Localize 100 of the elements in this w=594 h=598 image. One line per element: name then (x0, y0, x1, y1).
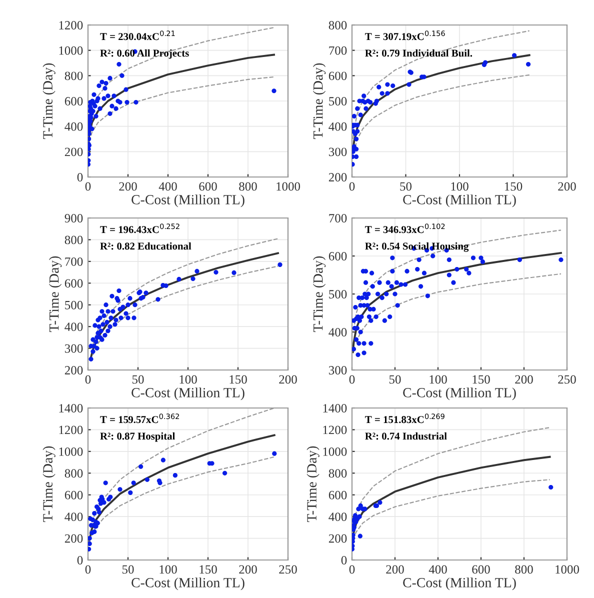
y-tick-label: 400 (328, 122, 347, 131)
annotation: R²: 0.79 Individual Buil. (365, 49, 472, 57)
annotation: T = 196.43xC$^{0.252}$ (100, 224, 180, 234)
y-tick-label: 200 (64, 534, 83, 543)
y-tick-label: 500 (329, 97, 347, 106)
annotation: T = 307.19xC$^{0.156}$ (365, 30, 445, 40)
x-tick-label: 250 (279, 565, 297, 574)
y-tick-label: 200 (328, 534, 347, 543)
y-tick-label: 500 (65, 300, 83, 310)
x-tick-label: 200 (279, 375, 297, 384)
y-tick-label: 300 (328, 366, 347, 374)
x-tick-label: 100 (180, 375, 197, 384)
x-tick-label: 800 (515, 565, 533, 574)
annotation: R²: 0.54 Social Housing (365, 242, 469, 252)
y-tick-label: 1000 (59, 447, 83, 456)
x-tick-label: 0 (85, 565, 91, 574)
y-tick-label: 800 (64, 72, 83, 80)
x-tick-label: 200 (119, 182, 137, 191)
x-tick-label: 150 (472, 375, 490, 384)
y-tick-label: 900 (64, 214, 83, 222)
x-tick-label: 50 (389, 375, 401, 384)
annotation: T = 346.93xC$^{0.102}$ (365, 224, 445, 234)
x-tick-label: 150 (504, 182, 522, 191)
y-tick-label: 1000 (59, 46, 83, 55)
y-tick-label: 0 (77, 173, 83, 182)
y-tick-label: 1000 (323, 447, 347, 456)
x-tick-label: 100 (160, 565, 177, 574)
x-tick-label: 400 (428, 565, 447, 574)
y-tick-label: 700 (329, 46, 347, 55)
y-tick-label: 300 (64, 344, 83, 353)
y-tick-label: 600 (328, 72, 347, 80)
y-tick-label: 400 (64, 322, 83, 332)
x-tick-label: 200 (558, 182, 576, 191)
y-tick-label: 200 (328, 173, 347, 182)
y-tick-label: 200 (64, 148, 83, 156)
y-tick-label: 800 (64, 469, 83, 478)
y-tick-label: 300 (328, 148, 347, 156)
annotation: R²: 0.82 Educational (100, 242, 192, 250)
y-tick-label: 700 (65, 257, 83, 266)
x-tick-label: 50 (132, 375, 144, 384)
y-tick-label: 600 (328, 252, 347, 260)
x-tick-label: 150 (230, 375, 247, 384)
y-tick-label: 600 (64, 279, 83, 288)
y-tick-label: 400 (64, 122, 83, 131)
x-axis-title: C-Cost (Million TL) (132, 388, 244, 400)
y-tick-label: 400 (64, 512, 83, 522)
x-tick-label: 1000 (556, 565, 580, 574)
y-tick-label: 200 (64, 366, 83, 374)
y-tick-label: 800 (64, 236, 83, 244)
x-axis-title: C-Cost (Million TL) (403, 194, 516, 208)
y-tick-label: 1200 (323, 426, 347, 434)
x-tick-label: 800 (239, 182, 257, 191)
annotation: R²: 0.74 Industrial (365, 432, 447, 440)
y-axis-title: T-Time (Day) (42, 63, 56, 140)
annotation: T = 230.04xC$^{0.21}$ (100, 30, 175, 40)
y-tick-label: 0 (77, 556, 83, 564)
x-tick-label: 200 (386, 565, 404, 574)
x-tick-label: 1000 (276, 182, 300, 191)
y-tick-label: 800 (328, 469, 347, 478)
annotation: R²: 0.87 Hospital (100, 432, 175, 442)
y-axis-title: T-Time (Day) (312, 256, 326, 332)
y-tick-label: 700 (329, 214, 347, 222)
x-tick-label: 0 (85, 375, 91, 384)
x-tick-label: 400 (158, 182, 177, 191)
x-tick-label: 100 (430, 375, 447, 384)
x-tick-label: 100 (451, 182, 468, 191)
y-tick-label: 400 (328, 512, 347, 522)
y-tick-label: 500 (329, 290, 347, 298)
y-tick-label: 800 (328, 21, 347, 30)
x-tick-label: 150 (200, 565, 217, 574)
x-tick-label: 600 (472, 565, 490, 574)
x-axis-title: C-Cost (Million TL) (403, 578, 516, 590)
x-tick-label: 0 (349, 182, 355, 191)
y-tick-label: 600 (64, 490, 83, 500)
y-axis-title: T-Time (Day) (42, 446, 56, 522)
annotation: T = 151.83xC$^{0.269}$ (365, 414, 444, 424)
y-tick-label: 0 (341, 556, 347, 564)
y-tick-label: 1400 (323, 404, 347, 412)
y-tick-label: 400 (328, 328, 347, 336)
y-axis-title: T-Time (Day) (48, 256, 62, 332)
x-tick-label: 200 (239, 565, 257, 574)
x-tick-label: 600 (199, 182, 217, 191)
x-tick-label: 250 (558, 375, 576, 384)
y-tick-label: 1200 (59, 21, 83, 30)
x-axis-title: C-Cost (Million TL) (403, 388, 516, 400)
x-tick-label: 50 (122, 565, 134, 574)
x-tick-label: 0 (85, 182, 91, 191)
y-axis-title: T-Time (Day) (312, 63, 326, 140)
y-tick-label: 600 (328, 490, 347, 500)
annotation: R²: 0.60 All Projects (100, 49, 189, 59)
y-tick-label: 1400 (59, 404, 83, 412)
x-axis-title: C-Cost (Million TL) (132, 578, 244, 590)
annotation: T = 159.57xC$^{0.362}$ (100, 414, 179, 424)
y-tick-label: 1200 (59, 426, 83, 434)
x-tick-label: 50 (400, 182, 412, 191)
x-tick-label: 0 (349, 565, 355, 574)
x-tick-label: 0 (349, 375, 355, 384)
y-axis-title: T-Time (Day) (306, 446, 320, 522)
y-tick-label: 600 (64, 97, 83, 106)
x-axis-title: C-Cost (Million TL) (132, 194, 244, 208)
